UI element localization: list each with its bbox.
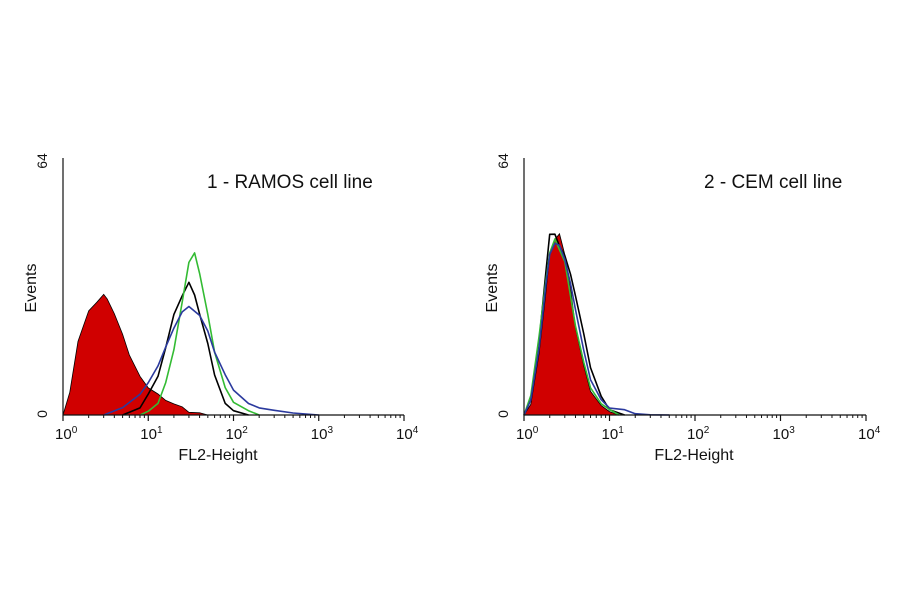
- panel-2-ytick-top: 64: [495, 153, 511, 169]
- panel-1-ytick-bottom: 0: [34, 410, 50, 418]
- x-tick-label: 102: [226, 425, 249, 443]
- series-3-line: [103, 305, 319, 416]
- x-tick-label: 102: [687, 425, 710, 443]
- x-tick-label: 101: [140, 425, 163, 443]
- x-tick-label: 100: [55, 425, 78, 443]
- panel-2-series: [523, 232, 670, 416]
- x-tick-label: 103: [311, 425, 334, 443]
- panel-1-xticks: 100 101 102 103 104: [55, 415, 419, 443]
- series-2-line: [139, 252, 260, 416]
- x-tick-label: 104: [396, 425, 419, 443]
- panel-2-xticks: 100 101 102 103 104: [516, 415, 881, 443]
- x-tick-label: 101: [602, 425, 625, 443]
- series-0-filled-histogram: [523, 232, 620, 416]
- series-0-filled-histogram: [62, 293, 208, 416]
- panel-1-title: 1 - RAMOS cell line: [207, 172, 373, 193]
- x-tick-label: 104: [858, 425, 881, 443]
- panel-2: 2 - CEM cell line Events 64 0 FL2-Height…: [484, 153, 881, 464]
- panel-1: 1 - RAMOS cell line Events 64 0 FL2-Heig…: [23, 153, 419, 464]
- x-tick-label: 103: [773, 425, 796, 443]
- panel-1-ylabel: Events: [23, 264, 40, 313]
- series-1-line: [122, 281, 249, 416]
- x-tick-label: 100: [516, 425, 539, 443]
- panel-1-series: [62, 252, 319, 416]
- panel-1-xlabel: FL2-Height: [178, 447, 258, 464]
- series-3-line: [523, 242, 670, 416]
- panel-1-ytick-top: 64: [34, 153, 50, 169]
- panel-2-ytick-bottom: 0: [495, 410, 511, 418]
- panel-2-ylabel: Events: [484, 264, 501, 313]
- panel-2-xlabel: FL2-Height: [654, 447, 734, 464]
- panel-2-title: 2 - CEM cell line: [704, 172, 842, 193]
